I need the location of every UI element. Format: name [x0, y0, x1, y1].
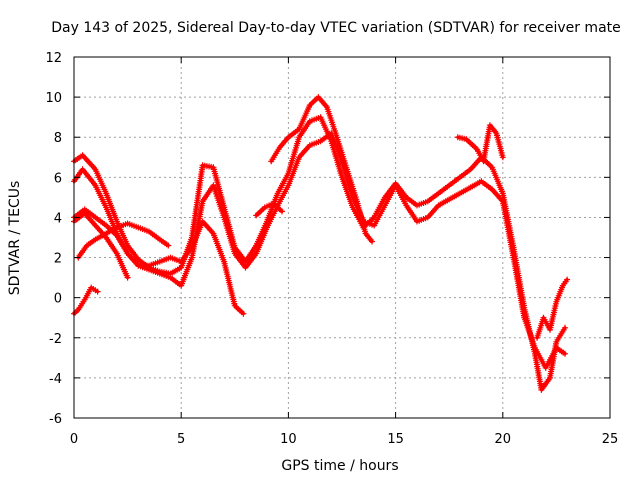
series-line: [72, 115, 567, 392]
series-plus-markers: [71, 114, 568, 393]
y-tick-label: 4: [54, 211, 62, 226]
series-plus-markers: [268, 94, 375, 245]
x-tick-label: 25: [602, 432, 619, 447]
y-tick-label: -2: [49, 332, 62, 347]
y-tick-label: 0: [54, 292, 62, 307]
data-series-5: [71, 284, 101, 317]
data-series-8: [268, 94, 375, 245]
data-series-4: [75, 220, 172, 261]
x-tick-label: 15: [387, 432, 404, 447]
data-series-10: [534, 276, 571, 341]
series-plus-markers: [253, 200, 285, 219]
x-axis-label: GPS time / hours: [281, 458, 398, 474]
series-plus-markers: [454, 122, 506, 165]
chart-title: Day 143 of 2025, Sidereal Day-to-day VTE…: [51, 20, 621, 36]
x-tick-label: 20: [495, 432, 512, 447]
y-tick-label: -6: [49, 412, 62, 427]
x-tick-labels: 0 5 10 15 20 25: [70, 432, 618, 447]
x-tick-label: 10: [280, 432, 297, 447]
y-tick-label: -4: [49, 372, 62, 387]
data-series-7: [253, 200, 285, 219]
x-tick-label: 5: [177, 432, 185, 447]
y-tick-labels: -6 -4 -2 0 2 4 6 8 10 12: [45, 51, 62, 427]
series-plus-markers: [75, 220, 172, 261]
data-series-1: [71, 114, 568, 393]
y-tick-label: 6: [54, 171, 62, 186]
y-axis-label: SDTVAR / TECUs: [7, 181, 23, 296]
plot-frame: [73, 56, 611, 419]
data-series-group: [71, 94, 571, 393]
axis-ticks: [73, 56, 611, 419]
series-plus-markers: [534, 276, 571, 341]
y-tick-label: 12: [45, 51, 62, 66]
y-tick-label: 10: [45, 91, 62, 106]
y-tick-label: 8: [54, 131, 62, 146]
series-plus-markers: [71, 284, 101, 317]
y-tick-label: 2: [54, 252, 62, 267]
data-series-9: [454, 122, 506, 165]
x-tick-label: 0: [70, 432, 78, 447]
